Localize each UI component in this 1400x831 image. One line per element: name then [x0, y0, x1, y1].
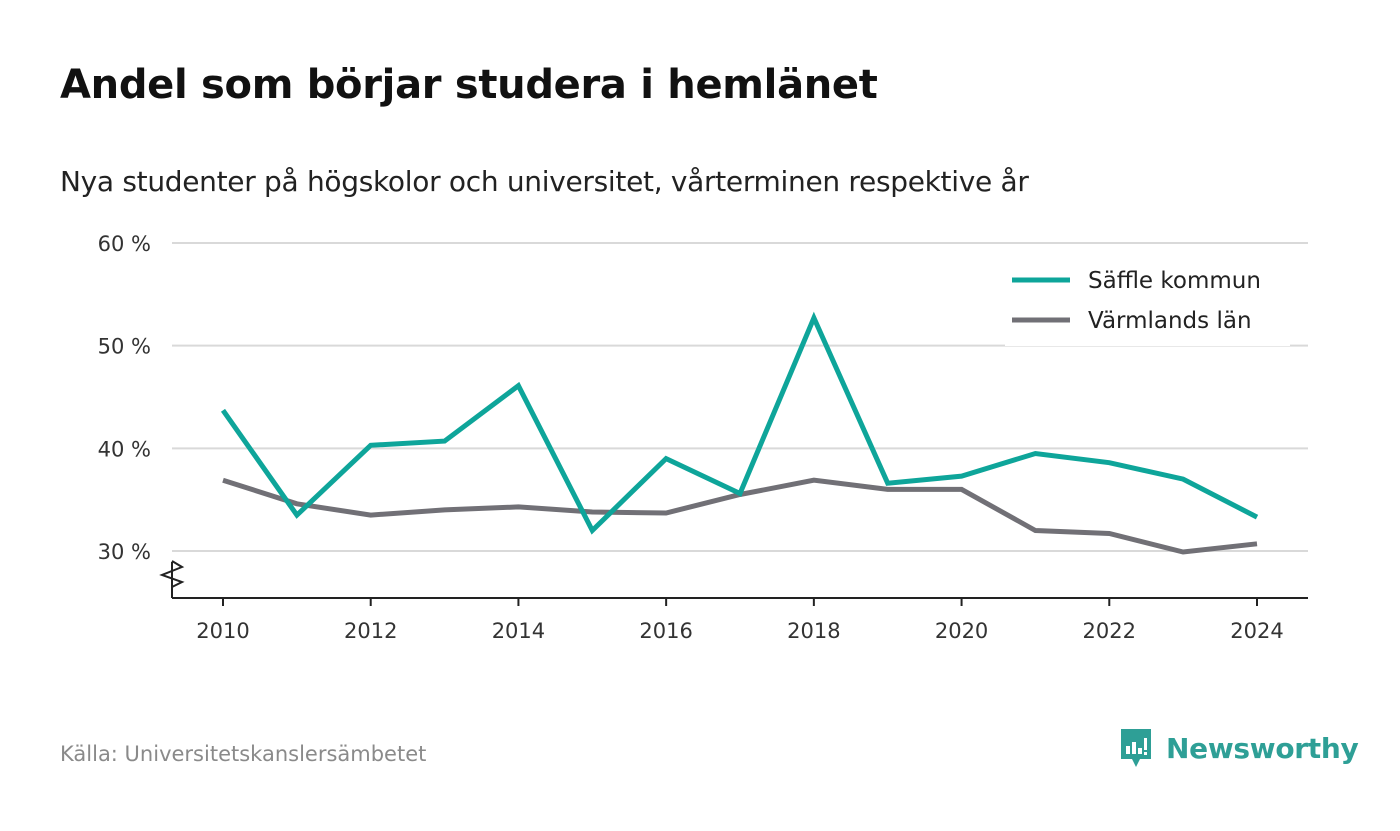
x-tick-label: 2010	[196, 619, 249, 643]
x-tick-label: 2018	[787, 619, 840, 643]
x-tick-label: 2020	[935, 619, 988, 643]
chart-subtitle: Nya studenter på högskolor och universit…	[60, 165, 1029, 198]
axis-break-mark	[159, 560, 185, 588]
y-tick-label: 60 %	[98, 232, 151, 256]
newsworthy-logo-icon	[1121, 729, 1151, 767]
x-tick-label: 2016	[639, 619, 692, 643]
x-tick-label: 2014	[492, 619, 545, 643]
x-tick-label: 2012	[344, 619, 397, 643]
axes: 30 % 40 % 50 % 60 % 2010 2012 2014 2016 2018 2020…	[98, 232, 1308, 643]
line-chart: 30 % 40 % 50 % 60 % 2010 2012 2014 2016 2018 2020…	[98, 232, 1308, 643]
y-tick-label: 50 %	[98, 335, 151, 359]
series-line-saffle	[220, 311, 1259, 535]
x-tick-label: 2022	[1083, 619, 1136, 643]
legend-label-varmland: Värmlands län	[1088, 308, 1252, 334]
source-note: Källa: Universitetskanslersämbetet	[60, 742, 427, 766]
brand-name: Newsworthy	[1166, 731, 1359, 765]
legend-label-saffle: Säffle kommun	[1088, 268, 1261, 294]
legend-background	[1005, 258, 1290, 346]
y-tick-label: 30 %	[98, 540, 151, 564]
series-lines	[220, 311, 1259, 555]
legend: Säffle kommun Värmlands län	[1005, 258, 1290, 346]
x-tick-label: 2024	[1230, 619, 1283, 643]
brand-logo: Newsworthy	[1118, 726, 1359, 770]
y-tick-label: 40 %	[98, 437, 151, 461]
chart-title: Andel som börjar studera i hemlänet	[60, 62, 878, 108]
